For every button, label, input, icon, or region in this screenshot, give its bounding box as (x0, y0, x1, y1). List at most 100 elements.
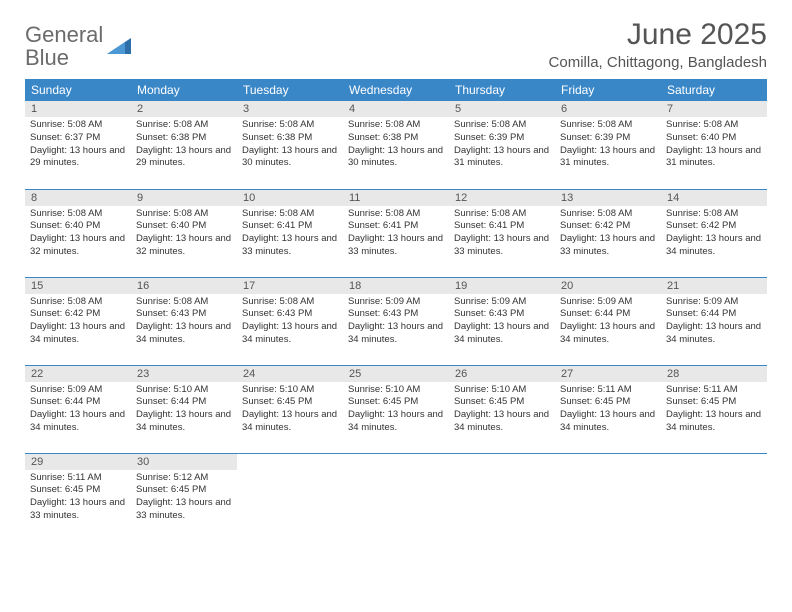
calendar-cell: 25Sunrise: 5:10 AMSunset: 6:45 PMDayligh… (343, 365, 449, 453)
calendar-cell: 17Sunrise: 5:08 AMSunset: 6:43 PMDayligh… (237, 277, 343, 365)
brand-word1: General (25, 22, 103, 47)
calendar-cell: 30Sunrise: 5:12 AMSunset: 6:45 PMDayligh… (131, 453, 237, 541)
day-number: 3 (237, 101, 343, 117)
day-content: Sunrise: 5:08 AMSunset: 6:43 PMDaylight:… (237, 294, 343, 351)
calendar-cell: 24Sunrise: 5:10 AMSunset: 6:45 PMDayligh… (237, 365, 343, 453)
weekday-header: Friday (555, 79, 661, 101)
brand-logo: General Blue (25, 18, 133, 70)
day-number: 6 (555, 101, 661, 117)
weekday-header: Tuesday (237, 79, 343, 101)
calendar-cell: 28Sunrise: 5:11 AMSunset: 6:45 PMDayligh… (661, 365, 767, 453)
calendar-cell: 12Sunrise: 5:08 AMSunset: 6:41 PMDayligh… (449, 189, 555, 277)
calendar-cell-empty (449, 453, 555, 541)
day-number: 28 (661, 366, 767, 382)
day-number: 8 (25, 190, 131, 206)
day-content: Sunrise: 5:08 AMSunset: 6:38 PMDaylight:… (237, 117, 343, 174)
day-number: 14 (661, 190, 767, 206)
month-title: June 2025 (549, 18, 767, 52)
calendar-cell: 8Sunrise: 5:08 AMSunset: 6:40 PMDaylight… (25, 189, 131, 277)
calendar-cell-empty (555, 453, 661, 541)
day-content: Sunrise: 5:09 AMSunset: 6:44 PMDaylight:… (661, 294, 767, 351)
day-content: Sunrise: 5:08 AMSunset: 6:42 PMDaylight:… (661, 206, 767, 263)
weekday-header: Saturday (661, 79, 767, 101)
day-number: 21 (661, 278, 767, 294)
calendar-row: 15Sunrise: 5:08 AMSunset: 6:42 PMDayligh… (25, 277, 767, 365)
calendar-row: 29Sunrise: 5:11 AMSunset: 6:45 PMDayligh… (25, 453, 767, 541)
brand-word2: Blue (25, 45, 69, 70)
day-content: Sunrise: 5:08 AMSunset: 6:42 PMDaylight:… (555, 206, 661, 263)
day-number: 20 (555, 278, 661, 294)
calendar-cell: 5Sunrise: 5:08 AMSunset: 6:39 PMDaylight… (449, 101, 555, 189)
day-content: Sunrise: 5:08 AMSunset: 6:41 PMDaylight:… (449, 206, 555, 263)
day-number: 2 (131, 101, 237, 117)
day-content: Sunrise: 5:10 AMSunset: 6:45 PMDaylight:… (237, 382, 343, 439)
day-content: Sunrise: 5:08 AMSunset: 6:40 PMDaylight:… (131, 206, 237, 263)
day-number: 5 (449, 101, 555, 117)
brand-text: General Blue (25, 24, 103, 70)
day-number: 27 (555, 366, 661, 382)
calendar-head: SundayMondayTuesdayWednesdayThursdayFrid… (25, 79, 767, 101)
day-content: Sunrise: 5:09 AMSunset: 6:44 PMDaylight:… (555, 294, 661, 351)
calendar-cell: 9Sunrise: 5:08 AMSunset: 6:40 PMDaylight… (131, 189, 237, 277)
day-number: 19 (449, 278, 555, 294)
calendar-cell: 15Sunrise: 5:08 AMSunset: 6:42 PMDayligh… (25, 277, 131, 365)
day-number: 12 (449, 190, 555, 206)
day-content: Sunrise: 5:10 AMSunset: 6:45 PMDaylight:… (449, 382, 555, 439)
day-content: Sunrise: 5:11 AMSunset: 6:45 PMDaylight:… (661, 382, 767, 439)
day-number: 17 (237, 278, 343, 294)
calendar-cell: 11Sunrise: 5:08 AMSunset: 6:41 PMDayligh… (343, 189, 449, 277)
calendar-cell: 29Sunrise: 5:11 AMSunset: 6:45 PMDayligh… (25, 453, 131, 541)
day-number: 30 (131, 454, 237, 470)
day-content: Sunrise: 5:10 AMSunset: 6:45 PMDaylight:… (343, 382, 449, 439)
day-content: Sunrise: 5:08 AMSunset: 6:43 PMDaylight:… (131, 294, 237, 351)
day-number: 23 (131, 366, 237, 382)
day-content: Sunrise: 5:08 AMSunset: 6:40 PMDaylight:… (25, 206, 131, 263)
calendar-body: 1Sunrise: 5:08 AMSunset: 6:37 PMDaylight… (25, 101, 767, 541)
calendar-cell: 18Sunrise: 5:09 AMSunset: 6:43 PMDayligh… (343, 277, 449, 365)
location-label: Comilla, Chittagong, Bangladesh (549, 54, 767, 71)
calendar-cell: 27Sunrise: 5:11 AMSunset: 6:45 PMDayligh… (555, 365, 661, 453)
calendar-cell: 21Sunrise: 5:09 AMSunset: 6:44 PMDayligh… (661, 277, 767, 365)
weekday-header: Thursday (449, 79, 555, 101)
weekday-header: Sunday (25, 79, 131, 101)
day-content: Sunrise: 5:08 AMSunset: 6:41 PMDaylight:… (237, 206, 343, 263)
day-content: Sunrise: 5:08 AMSunset: 6:39 PMDaylight:… (555, 117, 661, 174)
day-content: Sunrise: 5:08 AMSunset: 6:38 PMDaylight:… (343, 117, 449, 174)
day-content: Sunrise: 5:08 AMSunset: 6:38 PMDaylight:… (131, 117, 237, 174)
day-number: 15 (25, 278, 131, 294)
day-number: 18 (343, 278, 449, 294)
weekday-header: Monday (131, 79, 237, 101)
day-number: 16 (131, 278, 237, 294)
calendar-cell-empty (343, 453, 449, 541)
day-content: Sunrise: 5:08 AMSunset: 6:42 PMDaylight:… (25, 294, 131, 351)
flag-icon (107, 34, 133, 61)
day-content: Sunrise: 5:08 AMSunset: 6:41 PMDaylight:… (343, 206, 449, 263)
day-content: Sunrise: 5:08 AMSunset: 6:40 PMDaylight:… (661, 117, 767, 174)
day-number: 10 (237, 190, 343, 206)
day-content: Sunrise: 5:08 AMSunset: 6:39 PMDaylight:… (449, 117, 555, 174)
calendar-cell: 22Sunrise: 5:09 AMSunset: 6:44 PMDayligh… (25, 365, 131, 453)
calendar-cell-empty (237, 453, 343, 541)
calendar-cell: 13Sunrise: 5:08 AMSunset: 6:42 PMDayligh… (555, 189, 661, 277)
calendar-cell: 14Sunrise: 5:08 AMSunset: 6:42 PMDayligh… (661, 189, 767, 277)
calendar-cell: 4Sunrise: 5:08 AMSunset: 6:38 PMDaylight… (343, 101, 449, 189)
calendar-cell: 16Sunrise: 5:08 AMSunset: 6:43 PMDayligh… (131, 277, 237, 365)
day-content: Sunrise: 5:08 AMSunset: 6:37 PMDaylight:… (25, 117, 131, 174)
day-content: Sunrise: 5:09 AMSunset: 6:43 PMDaylight:… (449, 294, 555, 351)
day-number: 9 (131, 190, 237, 206)
day-content: Sunrise: 5:09 AMSunset: 6:43 PMDaylight:… (343, 294, 449, 351)
calendar-table: SundayMondayTuesdayWednesdayThursdayFrid… (25, 79, 767, 541)
day-number: 1 (25, 101, 131, 117)
day-number: 29 (25, 454, 131, 470)
calendar-row: 22Sunrise: 5:09 AMSunset: 6:44 PMDayligh… (25, 365, 767, 453)
title-block: June 2025 Comilla, Chittagong, Banglades… (549, 18, 767, 71)
day-content: Sunrise: 5:12 AMSunset: 6:45 PMDaylight:… (131, 470, 237, 527)
day-number: 25 (343, 366, 449, 382)
page-header: General Blue June 2025 Comilla, Chittago… (25, 18, 767, 71)
calendar-row: 1Sunrise: 5:08 AMSunset: 6:37 PMDaylight… (25, 101, 767, 189)
day-content: Sunrise: 5:11 AMSunset: 6:45 PMDaylight:… (25, 470, 131, 527)
calendar-cell-empty (661, 453, 767, 541)
calendar-cell: 20Sunrise: 5:09 AMSunset: 6:44 PMDayligh… (555, 277, 661, 365)
day-number: 26 (449, 366, 555, 382)
day-content: Sunrise: 5:09 AMSunset: 6:44 PMDaylight:… (25, 382, 131, 439)
